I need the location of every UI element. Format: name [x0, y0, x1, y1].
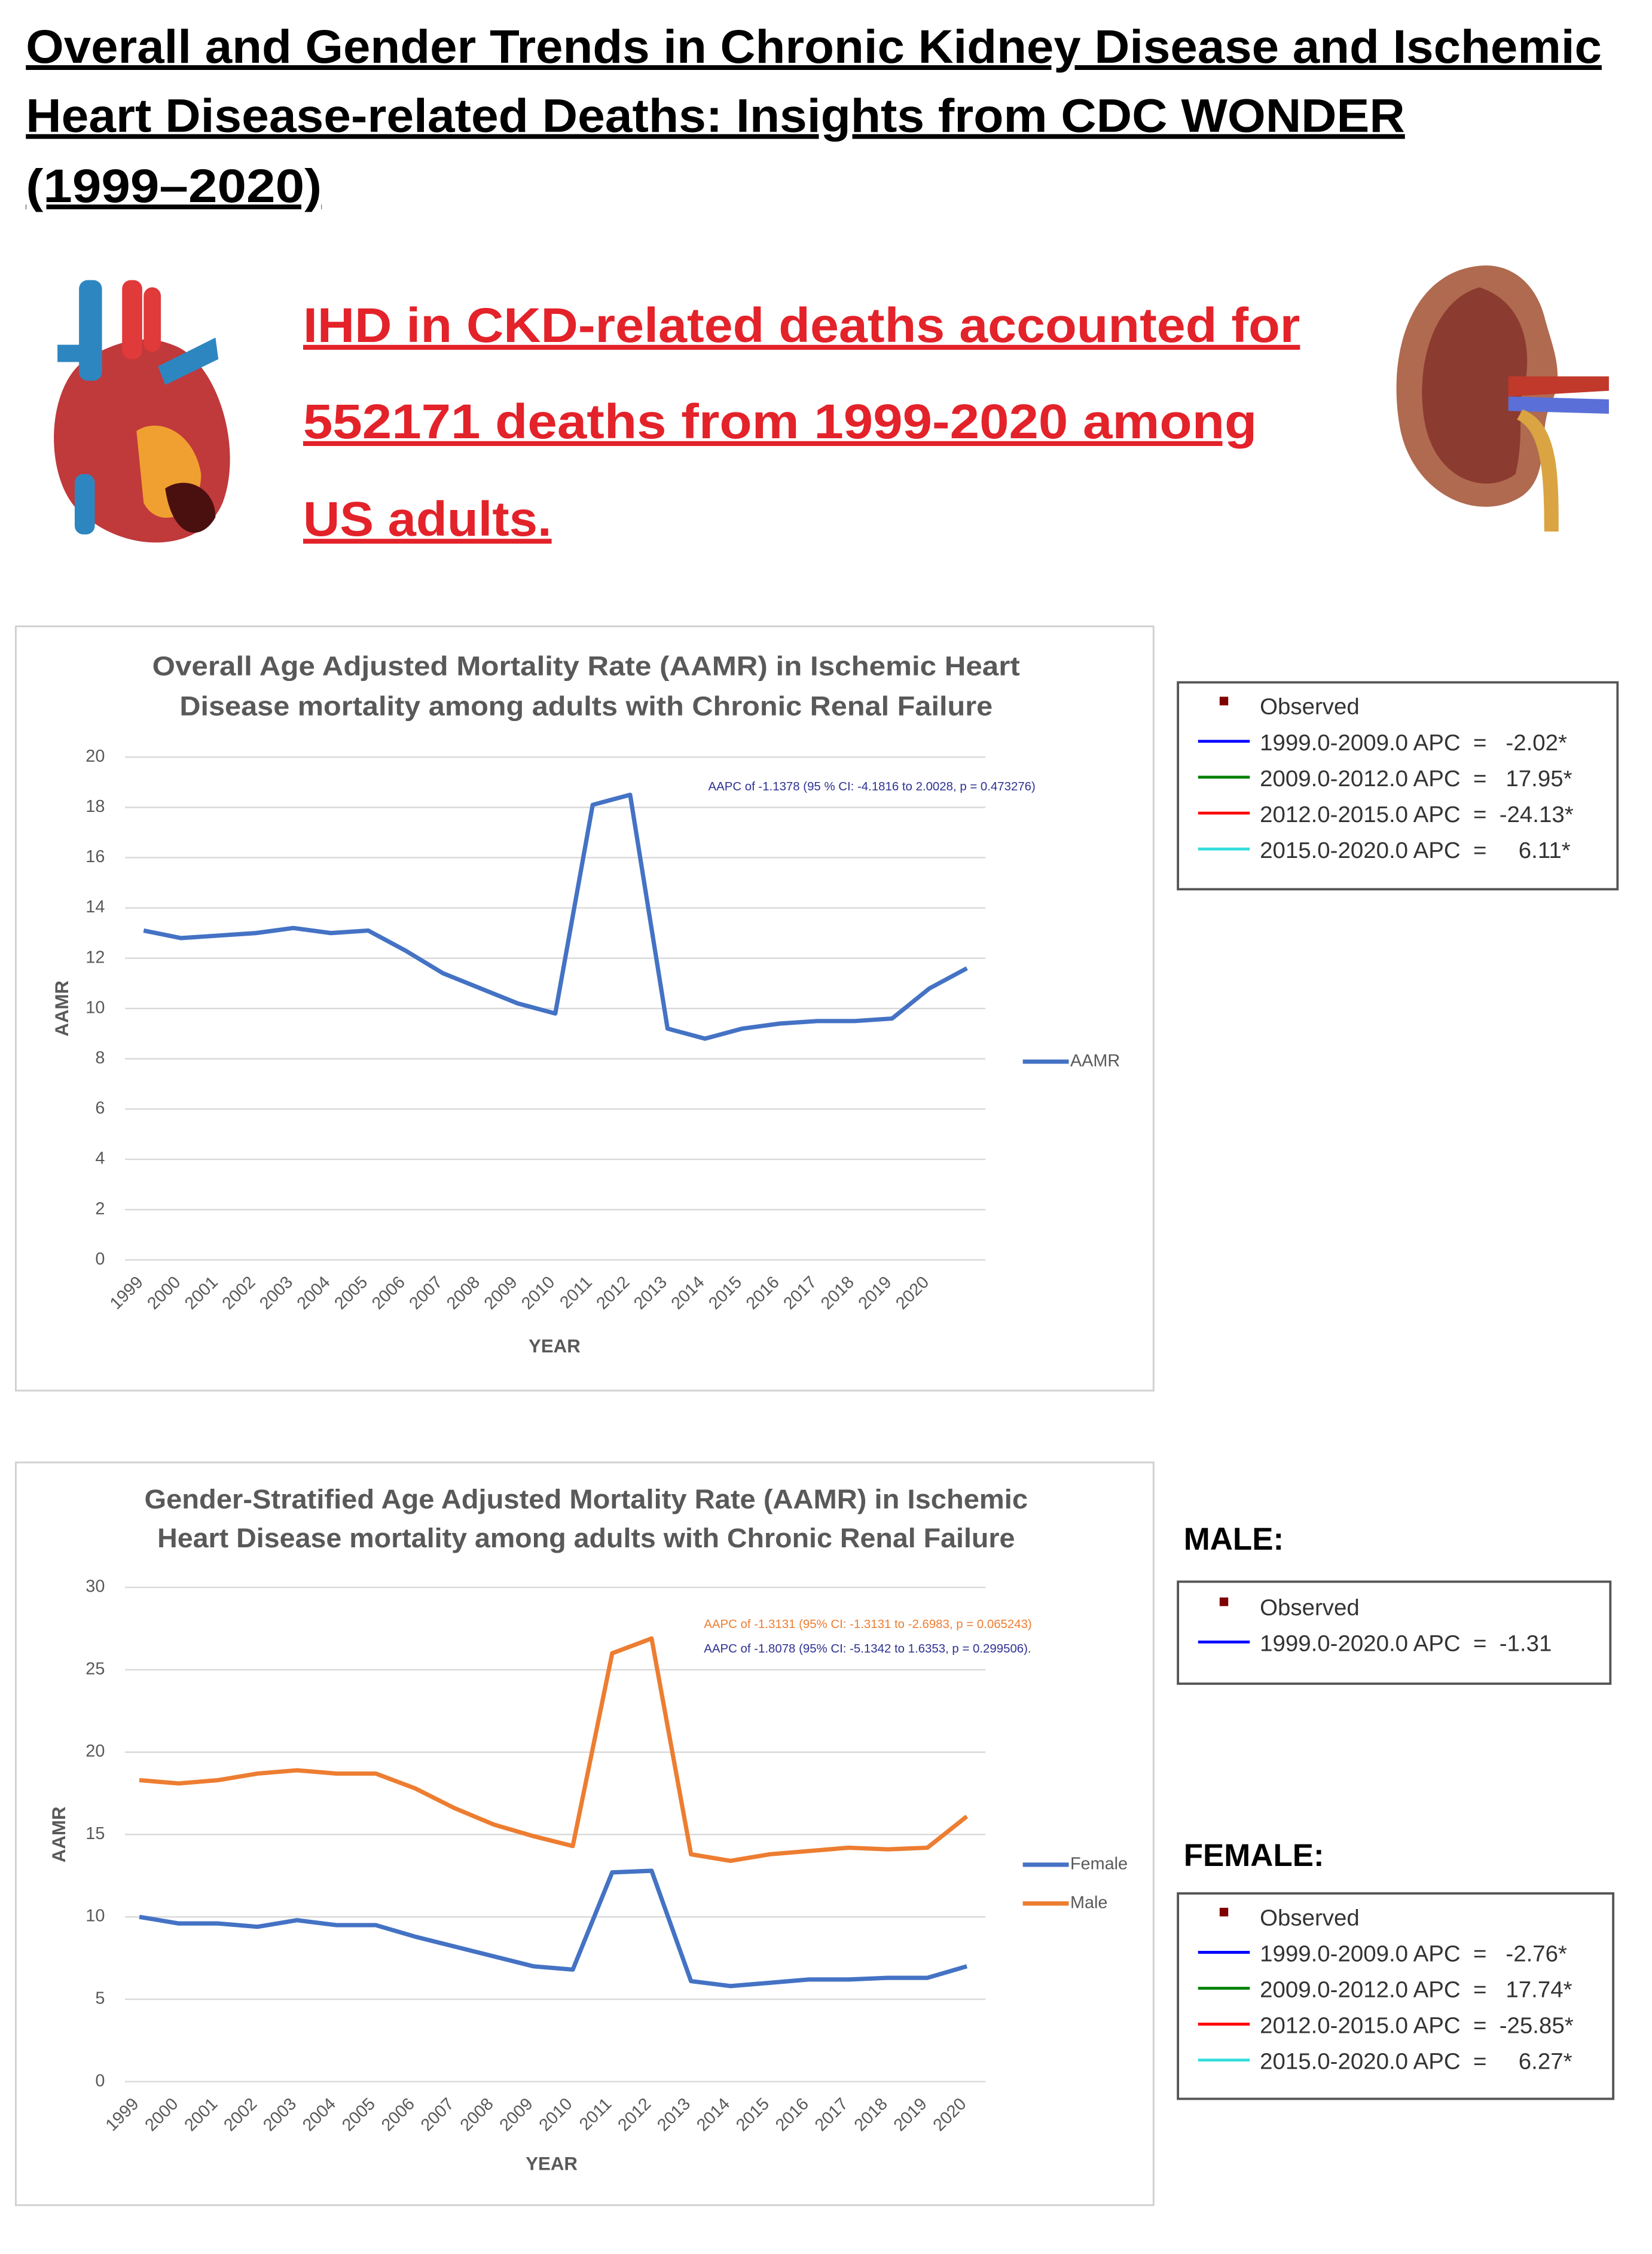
series-line — [139, 1636, 969, 1864]
x-axis-label: YEAR — [526, 2153, 578, 2174]
legend-label: AAMR — [1070, 1051, 1120, 1070]
heart-icon — [54, 280, 230, 543]
observed-label: Observed — [1260, 1595, 1360, 1620]
observed-marker — [1219, 1907, 1229, 1917]
y-tick-label: 14 — [85, 897, 105, 917]
observed-marker — [1219, 1597, 1229, 1606]
y-tick-label: 6 — [95, 1099, 105, 1118]
chart-title: Heart Disease mortality among adults wit… — [157, 1523, 1015, 1553]
legend-heading: FEMALE: — [1184, 1838, 1324, 1873]
y-tick-label: 30 — [85, 1577, 105, 1596]
y-tick-label: 20 — [85, 747, 105, 766]
legend-row: 2009.0-2012.0 APC = 17.74* — [1260, 1977, 1572, 2002]
annotation: AAPC of -1.1378 (95 % CI: -4.1816 to 2.0… — [708, 780, 1035, 793]
title-line: (1999–2020) — [26, 159, 322, 212]
annotation: AAPC of -1.3131 (95% CI: -1.3131 to -2.6… — [704, 1618, 1031, 1631]
chart-title: Gender-Stratified Age Adjusted Mortality… — [144, 1484, 1028, 1514]
legend-row: 2015.0-2020.0 APC = 6.27* — [1260, 2049, 1572, 2075]
legend-heading: MALE: — [1184, 1522, 1284, 1557]
headline-line: 552171 deaths from 1999-2020 among — [303, 395, 1257, 449]
y-tick-label: 4 — [95, 1149, 105, 1168]
legend-row: 2012.0-2015.0 APC = -24.13* — [1260, 802, 1574, 827]
y-tick-label: 16 — [85, 847, 105, 866]
legend-row: 2015.0-2020.0 APC = 6.11* — [1260, 838, 1571, 863]
kidney-icon — [1396, 265, 1609, 532]
y-tick-label: 0 — [95, 2071, 105, 2090]
chart-title: Overall Age Adjusted Mortality Rate (AAM… — [152, 650, 1020, 681]
observed-label: Observed — [1260, 1905, 1360, 1931]
y-tick-label: 10 — [85, 998, 105, 1017]
y-tick-label: 8 — [95, 1048, 105, 1067]
headline-line: US adults. — [303, 492, 552, 546]
legend-label: Male — [1070, 1893, 1107, 1912]
observed-marker — [1219, 697, 1229, 705]
series-line — [139, 1868, 968, 1989]
y-tick-label: 25 — [85, 1659, 105, 1678]
title-line: Heart Disease-related Deaths: Insights f… — [26, 88, 1405, 142]
y-tick-label: 18 — [85, 797, 105, 816]
x-axis-label: YEAR — [529, 1336, 581, 1357]
y-tick-label: 5 — [95, 1989, 105, 2008]
headline-line: IHD in CKD-related deaths accounted for — [303, 298, 1300, 353]
y-tick-label: 10 — [85, 1907, 105, 1926]
joinpoint-box — [1177, 681, 1619, 891]
joinpoint-box — [1177, 1892, 1615, 2100]
legend-row: 2009.0-2012.0 APC = 17.95* — [1260, 766, 1572, 792]
y-tick-label: 20 — [85, 1742, 105, 1761]
y-axis-label: AAMR — [48, 1807, 69, 1863]
legend-row: 1999.0-2009.0 APC = -2.02* — [1260, 730, 1567, 756]
y-axis-label: AAMR — [51, 981, 72, 1037]
joinpoint-box — [1177, 1580, 1612, 1685]
observed-label: Observed — [1260, 694, 1360, 720]
chart-title: Disease mortality among adults with Chro… — [179, 691, 993, 722]
y-tick-label: 12 — [85, 948, 105, 967]
legend-row: 1999.0-2009.0 APC = -2.76* — [1260, 1941, 1567, 1966]
annotation: AAPC of -1.8078 (95% CI: -5.1342 to 1.63… — [704, 1642, 1031, 1656]
series-line — [143, 792, 968, 1041]
legend-row: 1999.0-2020.0 APC = -1.31 — [1260, 1630, 1552, 1656]
legend-label: Female — [1070, 1854, 1128, 1873]
legend-row: 2012.0-2015.0 APC = -25.85* — [1260, 2013, 1574, 2039]
y-tick-label: 2 — [95, 1199, 105, 1218]
y-tick-label: 15 — [85, 1824, 105, 1843]
title-line: Overall and Gender Trends in Chronic Kid… — [26, 20, 1602, 73]
y-tick-label: 0 — [95, 1250, 105, 1269]
